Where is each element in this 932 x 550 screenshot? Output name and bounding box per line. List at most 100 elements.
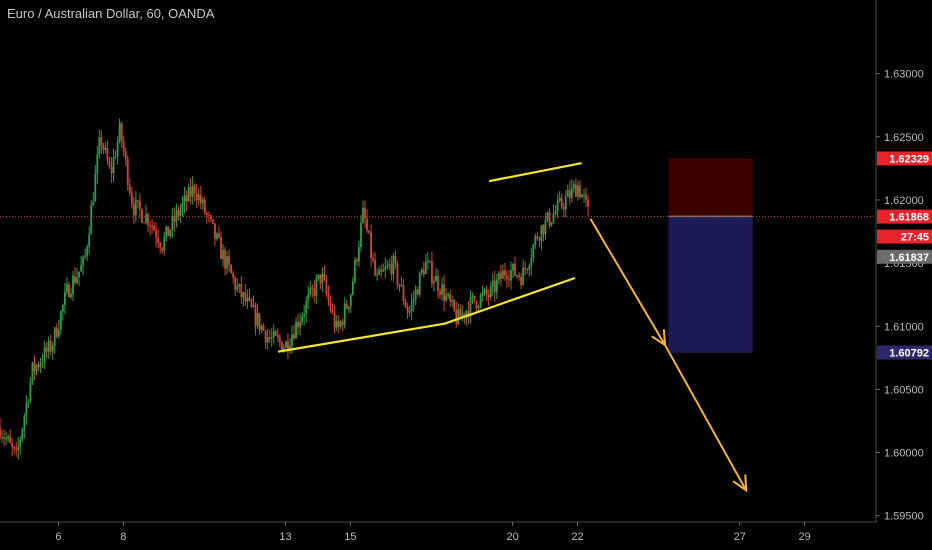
candle-body — [546, 212, 549, 220]
candle-body — [15, 448, 18, 451]
candle-body — [574, 184, 577, 197]
x-tick-label: 20 — [506, 531, 518, 543]
candle-body — [396, 263, 399, 285]
price-badge-label: 27:45 — [901, 232, 929, 244]
candle-body — [455, 310, 458, 324]
candle-body — [390, 264, 393, 275]
candle-body — [587, 199, 589, 207]
candle-body — [59, 311, 62, 330]
candle-body — [550, 222, 553, 226]
pattern-line[interactable] — [488, 162, 582, 183]
candle-body — [337, 320, 340, 327]
candle-body — [485, 289, 488, 295]
candle-body — [145, 214, 147, 223]
candle-body — [431, 261, 433, 284]
x-tick-label: 22 — [571, 531, 583, 543]
candle-body — [76, 277, 78, 283]
position-zones[interactable] — [668, 158, 753, 353]
price-badge — [877, 345, 932, 360]
candle-body — [418, 272, 421, 295]
candle-body — [327, 292, 330, 301]
candle-body — [577, 185, 579, 197]
candle-body — [321, 273, 324, 284]
x-tick-label: 13 — [279, 531, 291, 543]
pattern-line[interactable] — [277, 322, 446, 353]
candle-body — [238, 283, 241, 287]
candle-body — [349, 294, 352, 307]
candle-body — [41, 362, 44, 364]
candle-body — [96, 154, 99, 175]
candle-body — [201, 199, 204, 204]
stop-loss-zone[interactable] — [668, 158, 753, 217]
candle-body — [491, 280, 494, 287]
candle-body — [497, 272, 500, 280]
candle-body — [477, 306, 480, 309]
candle-body — [341, 321, 344, 325]
candle-body — [230, 264, 233, 274]
candle-body — [134, 200, 137, 216]
candle-body — [459, 308, 462, 318]
candle-body — [43, 347, 46, 363]
y-axis[interactable]: 1.630001.625001.620001.615001.610001.605… — [876, 69, 924, 523]
candle-body — [293, 334, 295, 339]
candle-body — [216, 233, 218, 239]
candle-body — [177, 210, 180, 216]
candle-body — [151, 225, 153, 227]
candle-body — [570, 187, 573, 199]
candle-body — [173, 215, 176, 222]
candle-body — [518, 275, 521, 278]
candle-body — [315, 278, 318, 296]
candle-body — [49, 340, 52, 352]
candle-body — [128, 185, 131, 194]
candle-body — [248, 297, 251, 300]
candle-body — [11, 442, 14, 448]
candle-body — [564, 196, 567, 210]
candle-body — [234, 277, 237, 290]
candle-body — [501, 270, 504, 279]
candle-body — [169, 230, 172, 237]
candle-body — [457, 308, 460, 324]
candle-body — [445, 295, 448, 301]
candle-body — [566, 190, 569, 197]
candle-body — [37, 364, 40, 367]
candle-body — [504, 270, 506, 276]
candle-body — [351, 281, 354, 295]
candle-body — [364, 207, 366, 219]
candle-body — [61, 304, 64, 312]
candle-body — [311, 287, 314, 289]
candle-body — [380, 269, 383, 272]
x-axis[interactable]: 6 8 13 15 20 22 27 29 — [55, 522, 811, 543]
pattern-lines[interactable] — [277, 162, 582, 353]
candle-body — [147, 214, 149, 226]
candle-body — [343, 303, 346, 325]
pattern-line[interactable] — [443, 277, 576, 325]
candle-body — [358, 246, 360, 262]
candle-body — [161, 247, 164, 251]
y-tick-label: 1.63000 — [884, 69, 924, 81]
candle-body — [149, 225, 151, 227]
take-profit-zone[interactable] — [668, 216, 753, 353]
candle-body — [250, 299, 253, 307]
candle-body — [579, 185, 581, 198]
candle-body — [422, 269, 425, 275]
candle-body — [183, 195, 186, 203]
projection-arrow[interactable] — [589, 218, 748, 493]
candle-body — [141, 209, 143, 223]
candle-body — [289, 345, 291, 351]
candle-body — [90, 205, 93, 235]
candle-body — [214, 223, 216, 239]
candle-body — [499, 272, 502, 279]
candle-body — [508, 279, 510, 281]
candle-body — [244, 292, 247, 302]
candle-body — [197, 194, 200, 201]
candle-body — [220, 237, 222, 260]
price-badge-label: 1.60792 — [889, 348, 929, 360]
candle-body — [256, 313, 259, 326]
arrowhead-mid — [651, 329, 667, 348]
candle-body — [33, 362, 36, 371]
candle-body — [435, 275, 437, 282]
candle-body — [323, 273, 326, 280]
candle-body — [471, 295, 474, 297]
candle-body — [260, 325, 263, 330]
